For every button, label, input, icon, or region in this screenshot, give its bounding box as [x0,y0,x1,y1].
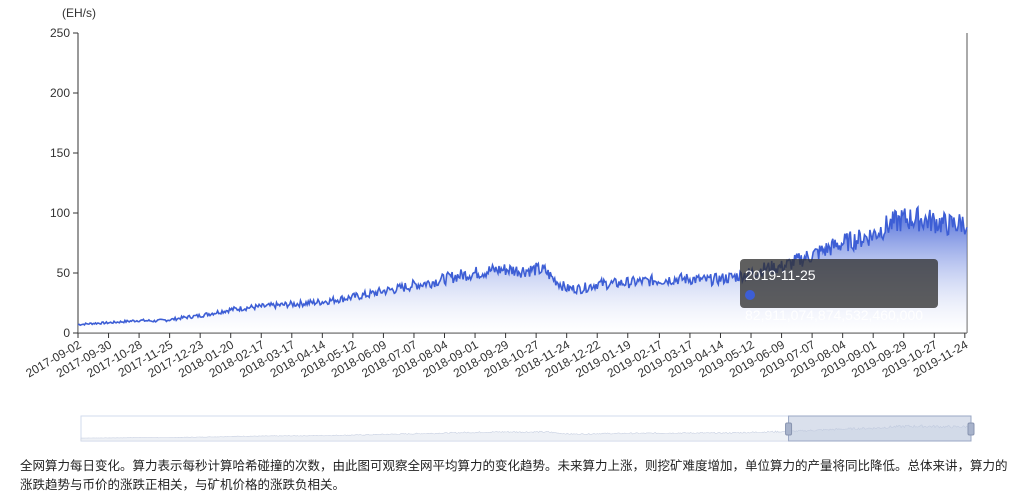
y-tick-label: 100 [50,206,70,220]
y-axis: (EH/s) 0 50 100 150 200 250 [50,6,968,340]
y-tick-label: 50 [57,266,71,280]
chart-caption: 全网算力每日变化。算力表示每秒计算哈希碰撞的次数，由此图可观察全网平均算力的变化… [20,458,1008,492]
y-unit-label: (EH/s) [62,6,96,20]
series-marker-icon [745,290,755,300]
tooltip-value-row: 82,911,074,874,532,460,000 [745,285,933,325]
zoom-handle-end[interactable] [967,422,975,436]
hashrate-area-chart: (EH/s) 0 50 100 150 200 250 2017-09-022017-09-… [23,6,975,442]
tooltip-date: 2019-11-25 [745,267,816,283]
data-zoom-slider[interactable] [80,415,975,442]
y-tick-label: 150 [50,146,70,160]
chart-tooltip: 2019-11-25 82,911,074,874,532,460,000 [740,259,938,323]
series-line [77,204,968,327]
zoom-handle-start[interactable] [785,422,793,436]
y-tick-label: 250 [50,26,70,40]
zoom-selected-range[interactable] [788,415,972,442]
y-tick-label: 0 [63,326,70,340]
y-tick-label: 200 [50,86,70,100]
x-axis: 2017-09-022017-09-302017-10-282017-11-25… [23,332,971,380]
tooltip-value: 82,911,074,874,532,460,000 [745,307,924,323]
